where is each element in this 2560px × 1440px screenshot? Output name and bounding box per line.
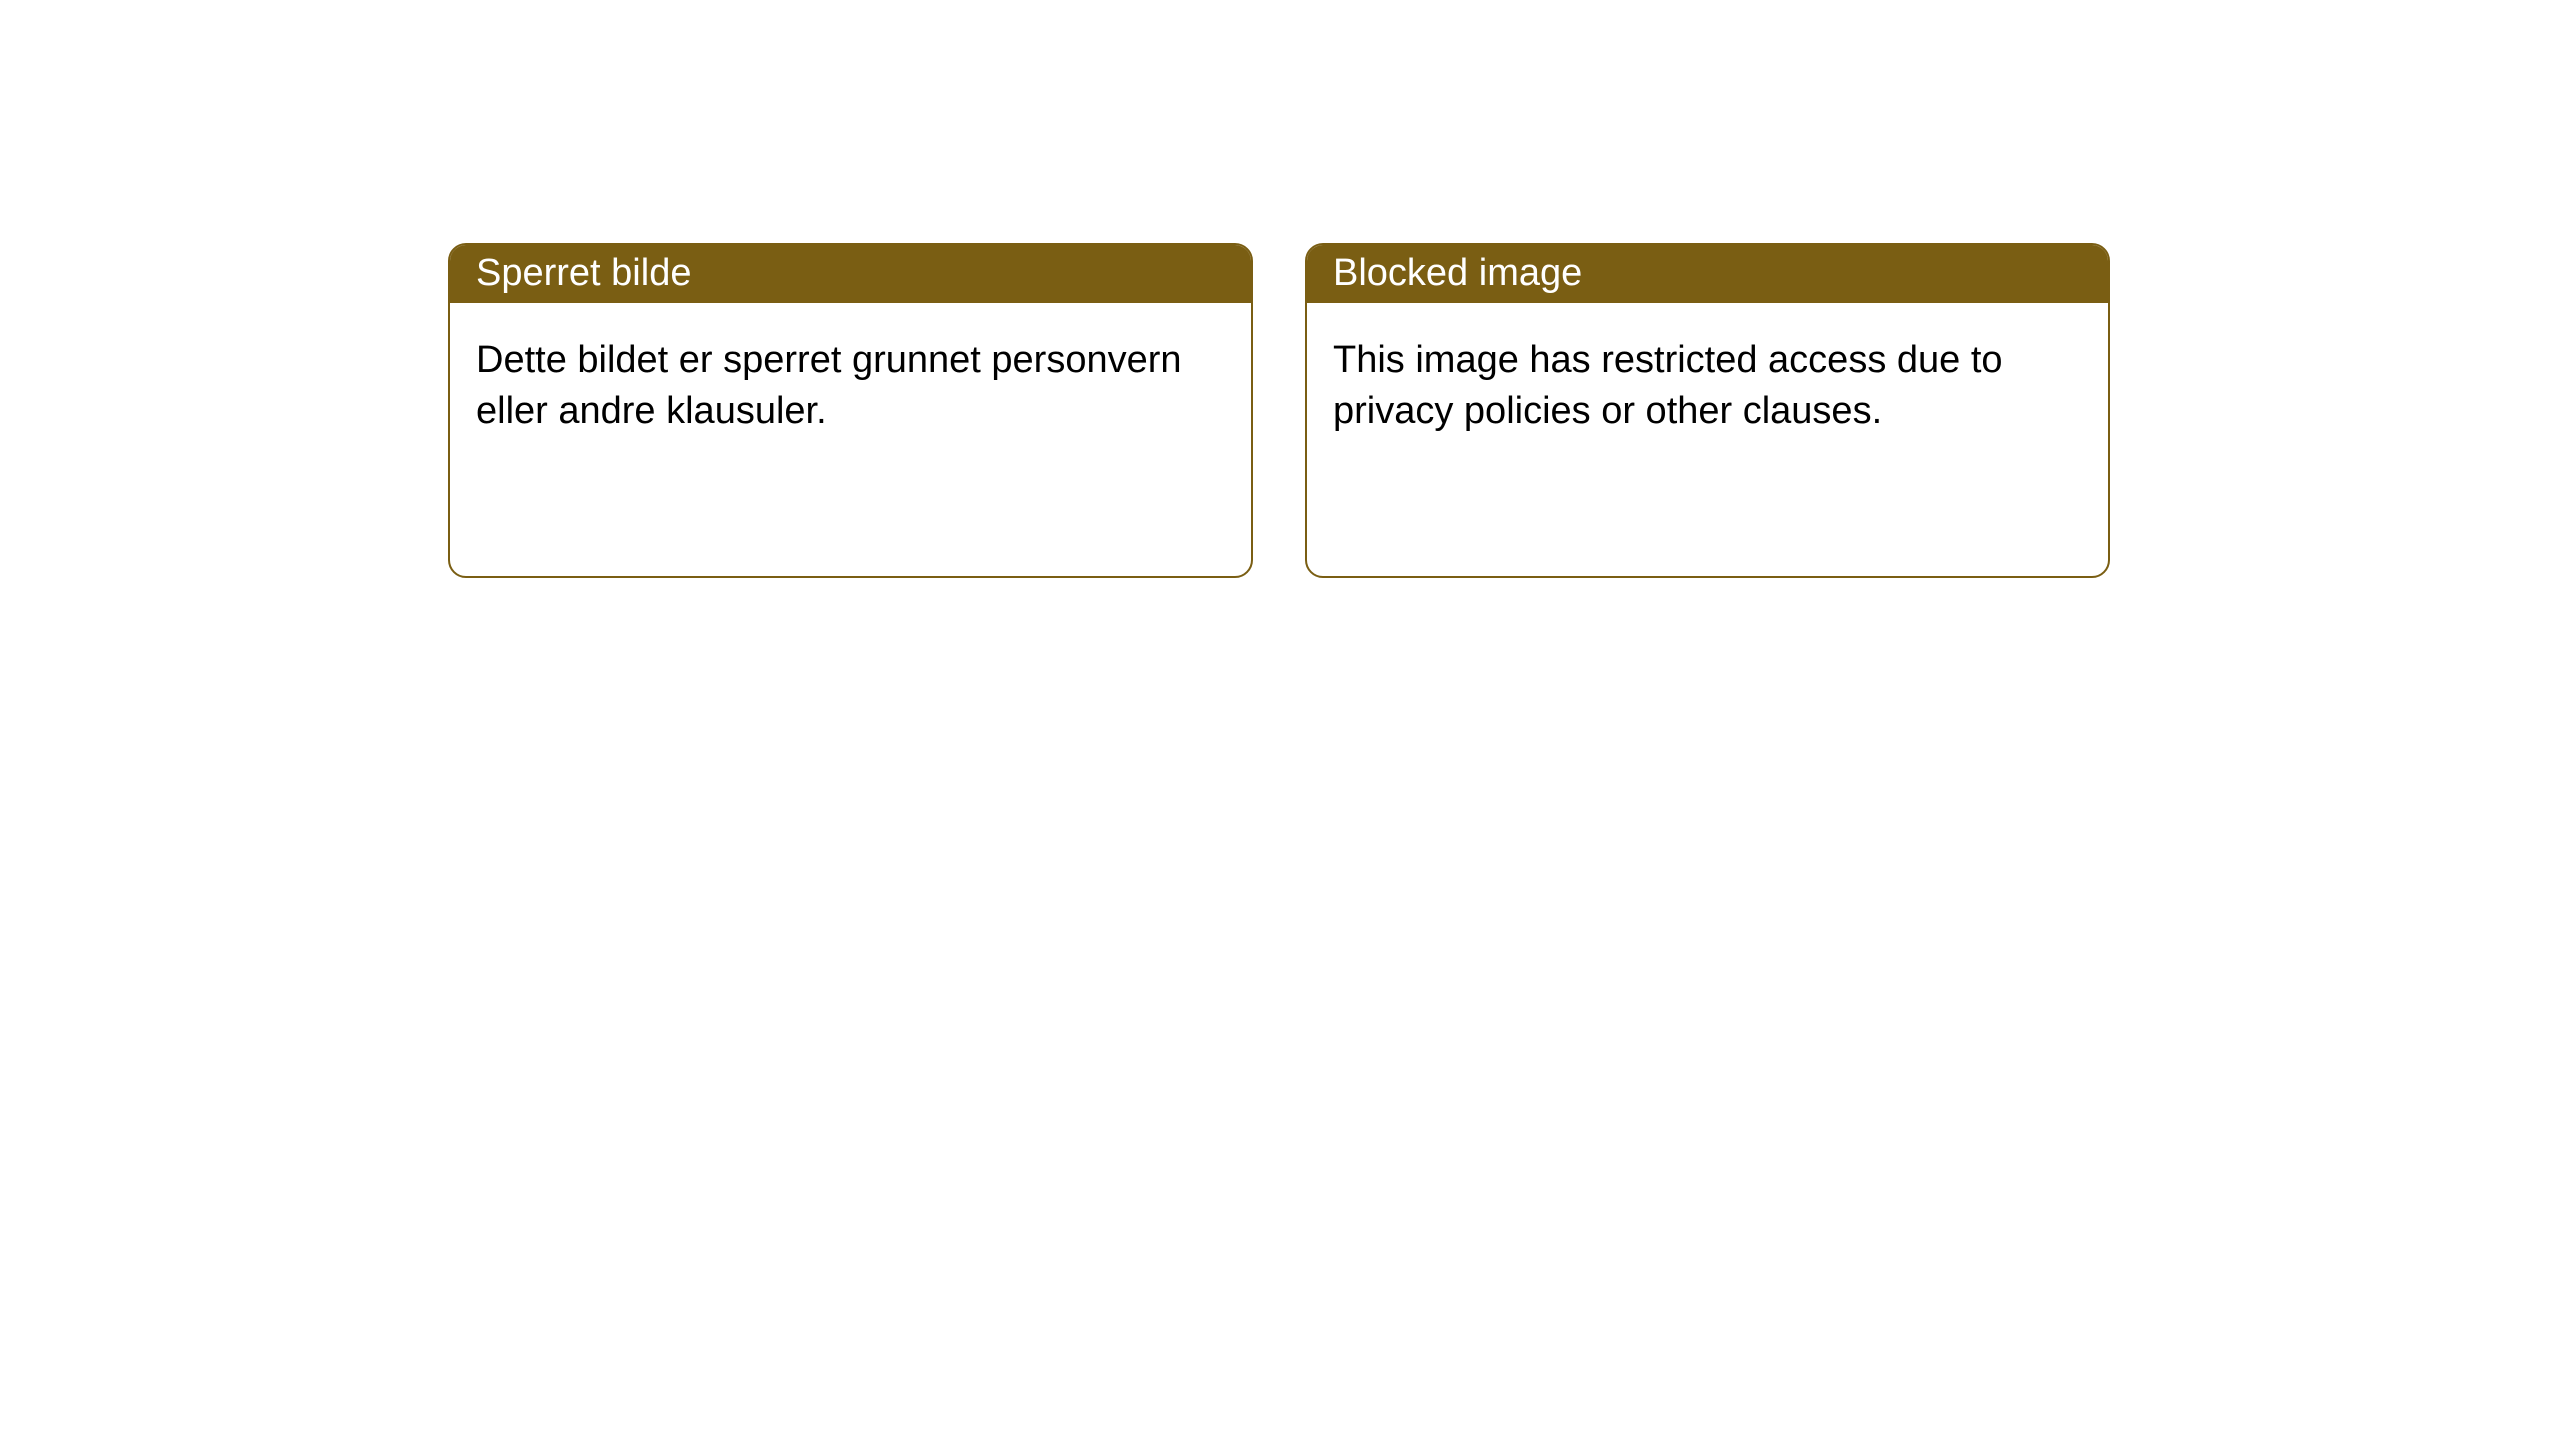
card-body: Dette bildet er sperret grunnet personve… — [450, 303, 1251, 464]
card-header: Sperret bilde — [450, 245, 1251, 303]
blocked-image-card-english: Blocked image This image has restricted … — [1305, 243, 2110, 578]
card-body-text: This image has restricted access due to … — [1333, 339, 2003, 432]
card-title: Blocked image — [1333, 252, 1582, 295]
card-body-text: Dette bildet er sperret grunnet personve… — [476, 339, 1182, 432]
notice-cards-container: Sperret bilde Dette bildet er sperret gr… — [0, 0, 2560, 578]
blocked-image-card-norwegian: Sperret bilde Dette bildet er sperret gr… — [448, 243, 1253, 578]
card-body: This image has restricted access due to … — [1307, 303, 2108, 464]
card-header: Blocked image — [1307, 245, 2108, 303]
card-title: Sperret bilde — [476, 252, 691, 295]
